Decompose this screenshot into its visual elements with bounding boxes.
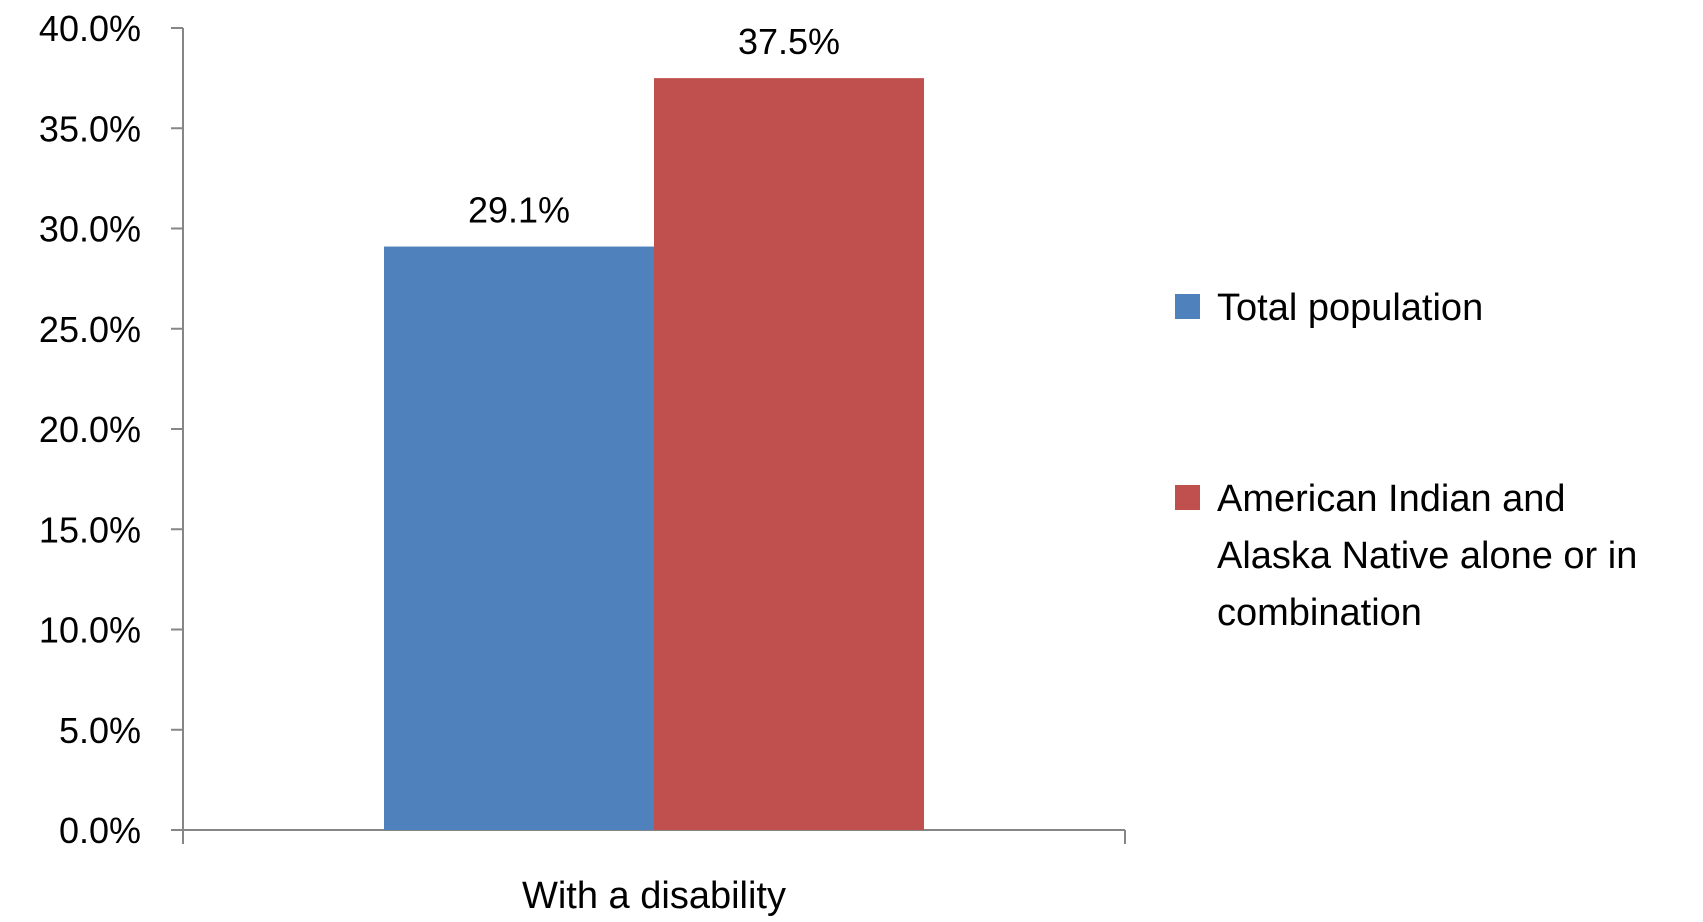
legend-label: Alaska Native alone or in [1217, 535, 1637, 577]
legend: Total population American Indian and Alask… [1175, 287, 1637, 634]
plot-area: 0.0% 5.0% 10.0% 15.0% 20.0% 25.0% 30.0% 35.0% 40… [39, 8, 1126, 917]
y-tick-label: 10.0% [39, 610, 141, 651]
y-tick-label: 20.0% [39, 409, 141, 450]
y-tick-label: 40.0% [39, 8, 141, 49]
legend-label: combination [1217, 592, 1422, 634]
legend-label: Total population [1217, 287, 1483, 329]
y-tick-label: 35.0% [39, 108, 141, 149]
legend-swatch [1175, 294, 1200, 319]
x-category-label: With a disability [522, 875, 786, 917]
bar-total-population [384, 246, 654, 831]
bar-american-indian-alaska-native [654, 78, 924, 830]
y-tick-label: 25.0% [39, 309, 141, 350]
y-tick-label: 30.0% [39, 209, 141, 250]
y-tick-label: 15.0% [39, 509, 141, 550]
legend-label: American Indian and [1217, 478, 1566, 520]
y-tick-label: 5.0% [59, 710, 141, 751]
legend-swatch [1175, 485, 1200, 510]
data-label: 29.1% [468, 190, 570, 231]
data-label: 37.5% [738, 21, 840, 62]
y-tick-label: 0.0% [59, 810, 141, 851]
